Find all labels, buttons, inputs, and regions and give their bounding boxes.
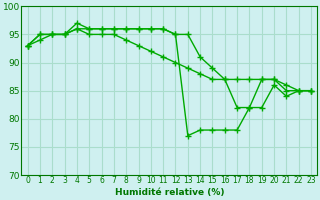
X-axis label: Humidité relative (%): Humidité relative (%)	[115, 188, 224, 197]
